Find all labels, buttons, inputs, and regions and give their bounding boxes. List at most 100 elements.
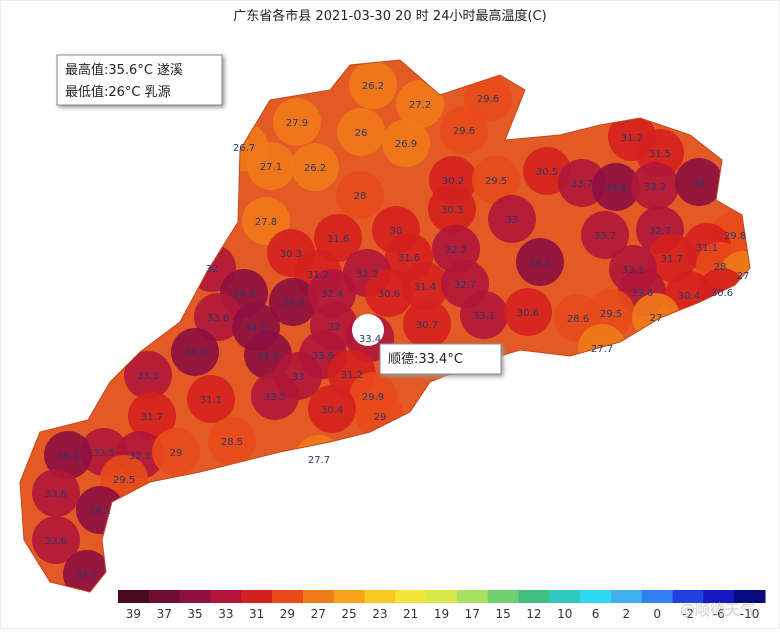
county-value: 34.3 <box>233 289 255 300</box>
county-value: 29.5 <box>485 176 507 187</box>
colorbar-segment <box>241 590 273 603</box>
colorbar-tick-label: 23 <box>372 607 387 621</box>
county-value: 31.1 <box>696 243 718 254</box>
colorbar-tick-label: -10 <box>740 607 760 621</box>
county-region <box>403 300 451 348</box>
county-value: 30.6 <box>378 289 400 300</box>
county-value: 30.5 <box>536 167 558 178</box>
county-region <box>32 516 80 564</box>
county-value: 30.6 <box>517 308 539 319</box>
county-region <box>273 98 321 146</box>
info-box: 最高值:35.6°C 遂溪 最低值:26°C 乳源 <box>56 54 223 106</box>
county-value: 27.7 <box>308 455 330 466</box>
county-region <box>44 431 92 479</box>
colorbar: 39 37 35 33 31 29 27 25 23 21 19 17 15 12 10 6 2 0 -2 -6 -10 <box>118 590 766 621</box>
county-region <box>440 106 488 154</box>
tooltip-text: 顺德:33.4°C <box>388 352 463 367</box>
county-value: 27 <box>650 313 663 324</box>
county-value: 28 <box>354 191 367 202</box>
selected-region <box>352 314 384 346</box>
county-region <box>472 156 520 204</box>
county-value: 34.9 <box>282 298 304 309</box>
colorbar-segment <box>333 590 365 603</box>
county-value: 31.4 <box>414 282 436 293</box>
county-region <box>631 162 679 210</box>
colorbar-tick-label: 33 <box>218 607 233 621</box>
county-value: 30.7 <box>416 320 438 331</box>
county-value: 28.5 <box>221 437 243 448</box>
county-value: 34.1 <box>89 506 111 517</box>
county-value: 31.5 <box>649 149 671 160</box>
county-value: 29.6 <box>453 126 475 137</box>
county-region <box>336 171 384 219</box>
county-value: 31.6 <box>327 234 349 245</box>
county-value: 29.8 <box>724 231 746 242</box>
county-value: 33.5 <box>137 371 159 382</box>
county-value: 26.7 <box>233 143 255 154</box>
info-max: 最高值:35.6°C 遂溪 <box>65 62 183 78</box>
county-region <box>128 392 176 440</box>
county-value: 31.6 <box>398 253 420 264</box>
county-value: 26 <box>355 128 368 139</box>
colorbar-segment <box>118 590 150 603</box>
county-region <box>337 108 385 156</box>
colorbar-segment <box>395 590 427 603</box>
county-region <box>460 291 508 339</box>
county-value: 29 <box>170 448 183 459</box>
county-region <box>428 185 476 233</box>
colorbar-tick-label: 0 <box>653 607 661 621</box>
county-value: 32 <box>206 264 219 275</box>
county-value: 33.6 <box>631 288 653 299</box>
colorbar-segment <box>549 590 581 603</box>
county-value: 32.7 <box>454 280 476 291</box>
county-region <box>516 238 564 286</box>
county-value: 26.2 <box>304 163 326 174</box>
county-value: 32.4 <box>321 289 343 300</box>
county-value: 34.5 <box>245 323 267 334</box>
county-value: 33.7 <box>571 179 593 190</box>
county-value: 33.5 <box>264 392 286 403</box>
county-value: 33.1 <box>473 311 495 322</box>
colorbar-segment <box>272 590 304 603</box>
county-region <box>349 61 397 109</box>
colorbar-tick-label: 6 <box>592 607 600 621</box>
county-value: 30.3 <box>280 249 302 260</box>
county-region <box>382 119 430 167</box>
county-value: 31.7 <box>661 254 683 265</box>
county-region <box>401 262 449 310</box>
county-value: 33.2 <box>644 182 666 193</box>
county-value: 27.7 <box>591 344 613 355</box>
county-value: 34 <box>693 178 706 189</box>
colorbar-segment <box>364 590 396 603</box>
colorbar-tick-label: 39 <box>126 607 141 621</box>
colorbar-tick-label: 15 <box>495 607 510 621</box>
colorbar-segment <box>518 590 550 603</box>
county-region <box>314 214 362 262</box>
county-region <box>291 143 339 191</box>
county-region <box>592 163 640 211</box>
county-value: 28.6 <box>567 314 589 325</box>
county-region <box>396 80 444 128</box>
colorbar-tick-label: -6 <box>713 607 725 621</box>
county-value: 33.6 <box>45 489 67 500</box>
info-box-bg <box>56 54 223 106</box>
colorbar-tick-label: 27 <box>311 607 326 621</box>
county-value: 31.2 <box>621 133 643 144</box>
info-min: 最低值:26°C 乳源 <box>65 84 171 100</box>
county-value: 34.7 <box>76 570 98 581</box>
colorbar-tick-label: 17 <box>465 607 480 621</box>
county-region <box>365 269 413 317</box>
county-value: 33.5 <box>93 448 115 459</box>
county-value: 27.2 <box>409 100 431 111</box>
county-region <box>488 195 536 243</box>
colorbar-segment <box>580 590 612 603</box>
county-region <box>675 158 723 206</box>
watermark: @顺德天气 <box>680 601 755 619</box>
county-value: 33 <box>506 215 519 226</box>
county-value: 29.5 <box>600 309 622 320</box>
county-value: 29 <box>374 412 387 423</box>
colorbar-segment <box>703 590 735 603</box>
colorbar-tick-label: 12 <box>526 607 541 621</box>
county-region <box>208 417 256 465</box>
